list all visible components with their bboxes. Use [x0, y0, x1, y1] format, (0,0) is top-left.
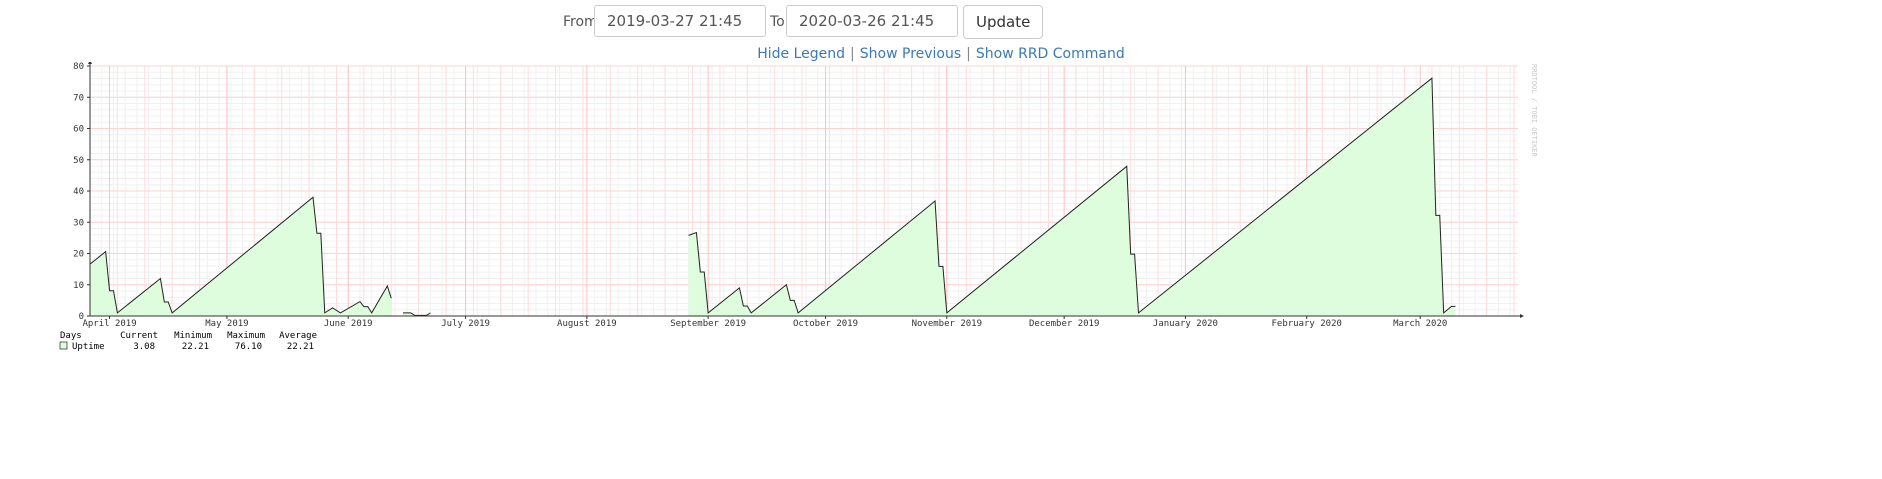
legend-value: 76.10 [235, 342, 262, 352]
legend-header: Average [279, 331, 317, 341]
x-tick-label: May 2019 [205, 319, 248, 329]
x-tick-label: October 2019 [793, 319, 858, 329]
x-tick-label: November 2019 [912, 319, 982, 329]
legend-unit-label: Days [60, 331, 82, 341]
x-tick-label: September 2019 [670, 319, 746, 329]
from-date-input[interactable] [594, 5, 766, 37]
y-axis-arrow [88, 62, 92, 64]
y-tick-label: 80 [73, 62, 84, 72]
x-tick-label: January 2020 [1153, 319, 1218, 329]
x-tick-label: July 2019 [441, 319, 490, 329]
legend-swatch [59, 341, 68, 350]
to-date-input[interactable] [786, 5, 958, 37]
uptime-chart: 0 10 20 30 40 50 60 70 80 April 2019 May 2019 June … [59, 62, 1538, 352]
legend-header: Maximum [227, 331, 265, 341]
x-tick-label: March 2020 [1393, 319, 1447, 329]
uptime-line [402, 312, 431, 316]
from-label: From [563, 14, 598, 30]
show-rrd-command-link[interactable]: Show RRD Command [975, 46, 1125, 62]
x-tick-label: December 2019 [1029, 319, 1099, 329]
y-tick-label: 0 [79, 312, 84, 322]
x-tick-label: August 2019 [557, 319, 617, 329]
x-axis-arrow [1520, 314, 1524, 318]
y-tick-label: 40 [73, 187, 84, 197]
y-tick-label: 70 [73, 93, 84, 103]
legend-value: 3.08 [133, 342, 155, 352]
y-tick-label: 10 [73, 281, 84, 291]
legend-series-name: Uptime [72, 342, 105, 352]
x-tick-label: April 2019 [82, 319, 136, 329]
uptime-area [688, 78, 1456, 316]
link-separator: | [966, 46, 971, 62]
x-tick-label: June 2019 [324, 319, 373, 329]
y-tick-label: 60 [73, 125, 84, 135]
series-uptime [89, 77, 1456, 316]
uptime-area [402, 312, 431, 316]
legend-value: 22.21 [287, 342, 314, 352]
x-tick-label: February 2020 [1272, 319, 1342, 329]
link-separator: | [850, 46, 855, 62]
y-tick-label: 20 [73, 250, 84, 260]
legend-value: 22.21 [182, 342, 209, 352]
y-tick-label: 30 [73, 218, 84, 228]
legend-header: Current [120, 331, 158, 341]
update-button[interactable]: Update [963, 5, 1044, 39]
date-range-controls: From To Update [0, 5, 1882, 39]
legend-header: Minimum [174, 331, 212, 341]
to-label: To [770, 14, 785, 30]
uptime-line [688, 77, 1456, 314]
uptime-line [89, 196, 392, 314]
show-previous-link[interactable]: Show Previous [859, 46, 962, 62]
hide-legend-link[interactable]: Hide Legend [757, 46, 846, 62]
y-tick-label: 50 [73, 156, 84, 166]
graph-links: Hide Legend | Show Previous | Show RRD Comma… [0, 46, 1882, 62]
rrdtool-watermark: RRDTOOL / TOBI OETIKER [1530, 64, 1538, 158]
